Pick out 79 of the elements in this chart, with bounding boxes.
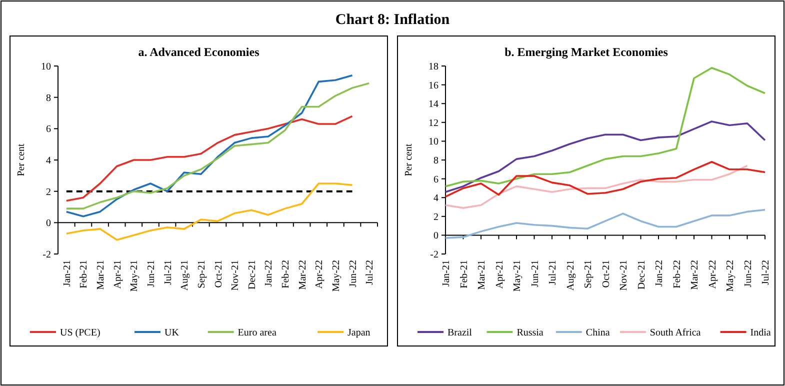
y-tick-label: 4 [46, 156, 51, 166]
x-tick-label: Jun-22 [348, 260, 359, 288]
x-tick-label: Jan-21 [441, 260, 452, 287]
y-tick-label: 2 [434, 212, 438, 223]
x-tick-label: Jun-22 [742, 260, 754, 288]
x-tick-label: Mar-22 [690, 260, 700, 290]
x-tick-label: May-22 [330, 260, 342, 292]
x-tick-label: Nov-21 [618, 260, 630, 291]
x-tick-label: Apr-22 [314, 260, 326, 289]
x-tick-label: Jul-21 [162, 260, 174, 285]
y-tick-label: 8 [46, 92, 51, 104]
x-tick-label: Jul-22 [364, 260, 376, 285]
text: Chart 8: Inflation [335, 12, 450, 28]
legend-label: US (PCE) [60, 328, 100, 338]
y-axis-title: Per cent [404, 144, 414, 176]
y-tick-label: 14 [428, 99, 438, 110]
legend-label: India [750, 328, 772, 338]
legend-label: Russia [516, 328, 544, 338]
line-series [444, 160, 766, 198]
legend-label: China [586, 328, 610, 338]
line-series [444, 164, 748, 209]
chart-title: a. Advanced Economies [138, 45, 260, 59]
y-axis-title: Per cent [16, 144, 27, 176]
x-tick-label: Jan-22 [264, 260, 275, 287]
line-series [66, 74, 354, 218]
y-tick-label: 18 [428, 62, 438, 72]
y-tick-label: 12 [428, 118, 438, 129]
chart-title: b. Emerging Market Economies [504, 45, 668, 59]
x-tick-label: Feb-22 [280, 260, 292, 288]
y-tick-label: 6 [434, 174, 438, 186]
legend-label: Brazil [448, 328, 472, 338]
x-tick-label: Mar-21 [96, 260, 107, 290]
y-tick-label: 16 [428, 80, 438, 92]
x-tick-label: Jan-21 [62, 260, 73, 287]
x-tick-label: Jul-22 [760, 260, 772, 285]
x-tick-label: May-21 [512, 260, 523, 292]
x-tick-label: Oct-21 [213, 260, 224, 288]
y-tick-label: 6 [46, 124, 51, 136]
x-tick-label: Jan-22 [654, 260, 665, 287]
x-tick-label: Aug-21 [565, 260, 576, 291]
x-tick-label: Aug-21 [180, 260, 191, 291]
y-tick-label: 0 [46, 218, 51, 230]
y-tick-label: 8 [434, 156, 438, 166]
x-tick-label: May-21 [129, 260, 140, 292]
x-tick-label: Dec-21 [246, 260, 258, 290]
x-tick-label: Feb-21 [458, 260, 470, 288]
line-series [444, 120, 766, 193]
line-series [66, 115, 354, 202]
y-tick-label: 4 [434, 193, 438, 204]
legend-label: Japan [348, 328, 370, 338]
y-tick-label: -2 [42, 250, 51, 260]
x-tick-label: Jun-21 [530, 260, 541, 288]
x-tick-label: Jun-21 [146, 260, 157, 288]
y-tick-label: 10 [41, 62, 51, 72]
x-tick-label: Mar-21 [476, 260, 488, 290]
x-tick-label: Sep-21 [196, 260, 208, 288]
x-tick-label: Feb-21 [78, 260, 90, 288]
y-tick-label: 10 [428, 136, 438, 148]
x-tick-label: Sep-21 [583, 260, 594, 288]
x-tick-label: Jul-21 [548, 260, 558, 285]
x-tick-label: Mar-22 [297, 260, 308, 290]
line-series [444, 208, 766, 239]
legend-label: Euro area [238, 328, 277, 338]
x-tick-label: Apr-22 [707, 260, 718, 289]
line-series [444, 66, 766, 188]
x-tick-label: Nov-21 [230, 260, 242, 291]
y-tick-label: 2 [46, 186, 51, 198]
x-tick-label: Feb-22 [672, 260, 683, 288]
x-tick-label: Apr-21 [112, 260, 124, 289]
x-tick-label: Dec-21 [636, 260, 648, 290]
y-tick-label: -2 [430, 250, 438, 260]
x-tick-label: Apr-21 [494, 260, 506, 289]
y-tick-label: 0 [434, 230, 438, 242]
line-series [66, 182, 354, 241]
line-series [66, 82, 370, 210]
legend-label: South Africa [650, 328, 702, 338]
x-tick-label: May-22 [725, 260, 736, 292]
legend-label: UK [164, 328, 180, 338]
x-tick-label: Oct-21 [600, 260, 612, 288]
